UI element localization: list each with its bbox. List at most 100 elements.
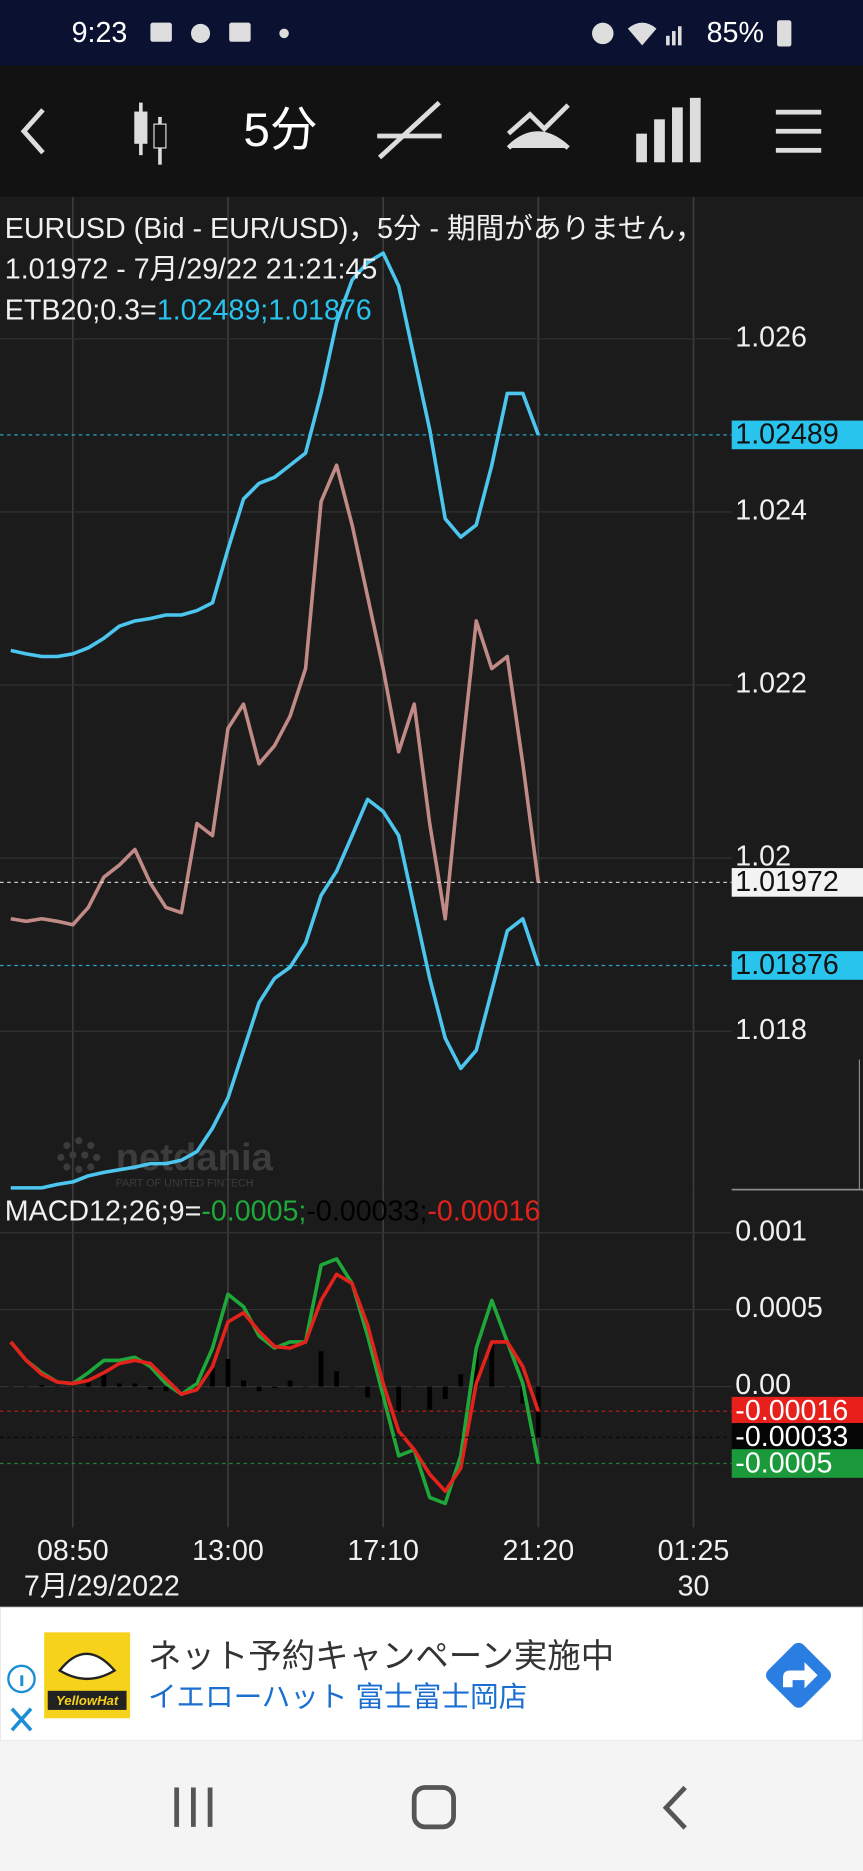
histogram-bar [535,1386,541,1438]
y-tick-label: 0.00 [735,1369,791,1401]
histogram-bar [8,1386,14,1388]
macd-legend: MACD12;26;9=-0.0005;-0.00033;-0.00016 [5,1195,541,1227]
y-tick-label: 1.026 [735,321,807,353]
status-time: 9:23 [72,17,128,49]
histogram-bar [504,1386,510,1388]
y-tick-label: 1.018 [735,1014,807,1046]
histogram-bar [458,1374,464,1387]
marker-box [731,1396,863,1426]
marker-box [731,951,863,980]
histogram-bar [334,1371,339,1387]
nav-bar [0,1740,863,1871]
indicator-label: ETB20;0.3= [5,294,157,326]
marker-label: -0.00033 [735,1421,848,1453]
histogram-bar [256,1386,262,1392]
ad-logo-text: YellowHat [56,1693,119,1708]
marker-label: -0.0005 [735,1447,832,1479]
x-tick-label: 17:10 [347,1535,419,1567]
ad-directions-button[interactable] [763,1640,834,1711]
histogram-bar [163,1386,169,1392]
indicator-legend: ETB20;0.3=1.02489;1.01876 [5,294,372,326]
x-tick-label: 01:25 [658,1535,730,1567]
nav-home[interactable] [411,1785,456,1830]
status-icons [150,20,792,47]
timeframe-button[interactable]: 5分 [243,104,317,157]
histogram-bar [54,1386,60,1388]
x-tick-label: 08:50 [37,1535,109,1567]
histogram-bar [318,1351,324,1387]
histogram-bar [39,1385,45,1387]
series-line [9,1272,541,1493]
study-button[interactable] [636,97,701,163]
histogram-bar [489,1345,495,1387]
watermark-tagline: PART OF UNITED FINTECH [116,1178,254,1190]
chart-title: EURUSD (Bid - EUR/USD)，5分 - 期間がありません， [5,213,704,245]
chart-type-button[interactable] [134,102,167,165]
ad-close[interactable] [10,1707,33,1732]
legend-entry: -0.00033; [306,1195,427,1227]
histogram-bar [427,1386,433,1410]
status-bar [0,0,863,66]
histogram-bar [241,1380,246,1387]
histogram-bar [148,1386,153,1390]
legend-entry: -0.0005; [201,1195,306,1227]
histogram-bar [396,1386,402,1412]
ad-info-icon[interactable] [7,1664,36,1694]
histogram-bar [473,1351,479,1387]
x-date-label: 7月/29/2022 [24,1571,180,1603]
histogram-bar [287,1380,293,1387]
histogram-bar [23,1386,29,1388]
marker-box [731,868,863,897]
marker-label: -0.00016 [735,1395,848,1427]
y-tick-label: 1.022 [735,668,807,700]
macd-label: MACD12;26;9= [5,1195,202,1227]
ad-logo-hat [57,1652,117,1681]
histogram-bar [225,1358,231,1387]
marker-box [731,1449,863,1478]
series-line [10,251,541,659]
histogram-bar [365,1386,371,1398]
back-button[interactable] [20,108,45,155]
x-tick-label: 21:20 [503,1535,575,1567]
y-tick-label: 0.0005 [735,1292,823,1324]
ad-advertiser[interactable]: イエローハット 富士富士岡店 [148,1682,527,1714]
y-tick-label: 1.024 [735,495,807,527]
y-tick-label: 0.001 [735,1215,807,1247]
drawing-tool-button[interactable] [377,100,442,160]
marker-box [731,420,863,450]
histogram-bar [349,1386,355,1388]
x-tick-label: 13:00 [192,1535,264,1567]
histogram-bar [70,1386,76,1388]
histogram-bar [179,1386,184,1388]
status-battery: 85% [707,17,764,49]
series-line [10,463,541,927]
histogram-bar [442,1386,448,1399]
toolbar [0,65,863,197]
series-line [10,797,541,1190]
indicator-button[interactable] [506,103,570,150]
histogram-bar [101,1374,107,1387]
menu-button[interactable] [775,109,822,153]
watermark-name: netdania [116,1136,274,1179]
nav-back[interactable] [662,1785,687,1830]
histogram-bar [303,1386,308,1388]
ad-banner[interactable] [0,1606,863,1742]
ad-logo-strip [47,1690,127,1710]
histogram-bar [520,1386,526,1404]
ad-headline[interactable]: ネット予約キャンペーン実施中 [148,1638,614,1675]
histogram-bar [85,1378,91,1387]
histogram-bar [116,1383,122,1387]
x-date-label: 30 [678,1571,710,1603]
marker-label: 1.02489 [735,419,839,451]
plots: 08:50 13:00 17:10 21:20 01:25 7月/29/2022 30 1.0… [0,196,863,1603]
legend-entry: -0.00016 [427,1195,540,1227]
histogram-bar [132,1383,138,1387]
marker-label: 1.01972 [735,866,839,898]
histogram-bar [272,1386,277,1389]
nav-recents[interactable] [174,1787,213,1827]
marker-label: 1.01876 [735,949,839,981]
histogram-bar [411,1386,417,1388]
ad-info-glyph [20,1675,24,1687]
